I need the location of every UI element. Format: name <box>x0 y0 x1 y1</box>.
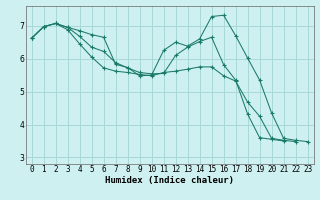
X-axis label: Humidex (Indice chaleur): Humidex (Indice chaleur) <box>105 176 234 185</box>
